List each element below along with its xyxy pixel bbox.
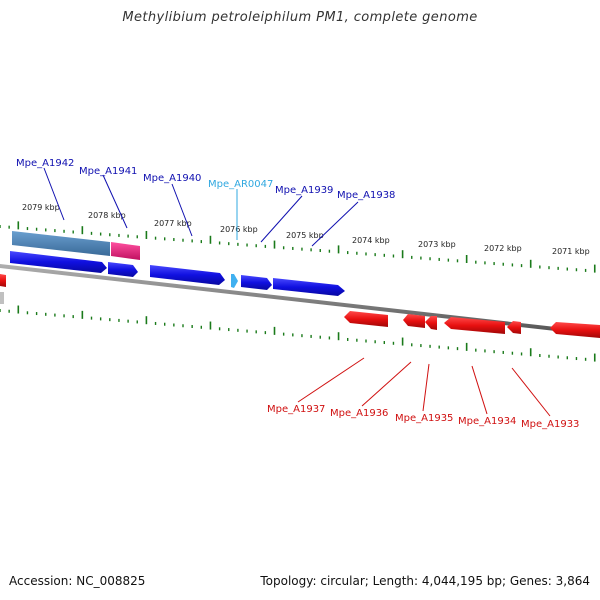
gene-label-forward[interactable]: Mpe_A1938 — [337, 190, 395, 201]
leader-line — [43, 167, 65, 221]
gene-label-forward[interactable]: Mpe_A1942 — [16, 158, 74, 169]
gene-label-rna[interactable]: Mpe_AR0047 — [208, 179, 273, 190]
tick-label: 2079 kbp — [22, 203, 60, 212]
gene-label-reverse[interactable]: Mpe_A1933 — [521, 419, 579, 430]
gene-label-reverse[interactable]: Mpe_A1937 — [267, 404, 325, 415]
gene-label-reverse[interactable]: Mpe_A1935 — [395, 413, 453, 424]
feature-block-magenta[interactable] — [111, 242, 140, 260]
tick-label: 2072 kbp — [484, 244, 522, 253]
reverse-gene-arrow[interactable] — [507, 321, 521, 334]
accession-text: Accession: NC_008825 — [9, 574, 146, 588]
tick-label: 2077 kbp — [154, 219, 192, 228]
leader-line — [422, 363, 430, 412]
gene-label-forward[interactable]: Mpe_A1941 — [79, 166, 137, 177]
reverse-gene-arrow-partial[interactable] — [0, 274, 6, 287]
leader-line — [102, 174, 128, 229]
leader-line — [471, 365, 488, 415]
gene-label-forward[interactable]: Mpe_A1939 — [275, 185, 333, 196]
forward-gene-arrow[interactable] — [10, 251, 107, 273]
leader-line — [311, 201, 359, 247]
leader-line — [511, 367, 551, 417]
reverse-gene-arrow[interactable] — [550, 322, 600, 338]
genome-title: Methylibium petroleiphilum PM1, complete… — [122, 10, 478, 25]
leader-line — [361, 361, 412, 407]
leader-line — [171, 183, 193, 237]
gene-label-reverse[interactable]: Mpe_A1936 — [330, 408, 388, 419]
genome-summary-text: Topology: circular; Length: 4,044,195 bp… — [260, 574, 590, 588]
inner-scale-ticks — [0, 305, 596, 362]
feature-block-steelblue[interactable] — [12, 231, 110, 256]
leader-line — [297, 357, 365, 403]
reverse-gene-arrow[interactable] — [444, 317, 505, 334]
tick-label: 2076 kbp — [220, 225, 258, 234]
outer-scale-ticks — [0, 221, 596, 273]
reverse-gene-arrow[interactable] — [344, 311, 388, 327]
tick-label: 2078 kbp — [88, 211, 126, 220]
tick-label: 2074 kbp — [352, 236, 390, 245]
tick-label: 2073 kbp — [418, 240, 456, 249]
leader-line — [260, 195, 303, 243]
reverse-gene-arrow[interactable] — [403, 314, 425, 328]
forward-gene-arrow[interactable] — [273, 278, 345, 296]
gene-label-forward[interactable]: Mpe_A1940 — [143, 173, 201, 184]
feature-partial-grey — [0, 292, 4, 304]
gene-label-reverse[interactable]: Mpe_A1934 — [458, 416, 516, 427]
tick-label: 2071 kbp — [552, 247, 590, 256]
forward-gene-arrow[interactable] — [150, 265, 225, 285]
forward-rna-arrow[interactable] — [231, 274, 238, 288]
forward-gene-arrow[interactable] — [241, 275, 272, 290]
reverse-gene-arrow[interactable] — [425, 316, 437, 330]
forward-gene-arrow[interactable] — [108, 262, 138, 277]
tick-label: 2075 kbp — [286, 231, 324, 240]
